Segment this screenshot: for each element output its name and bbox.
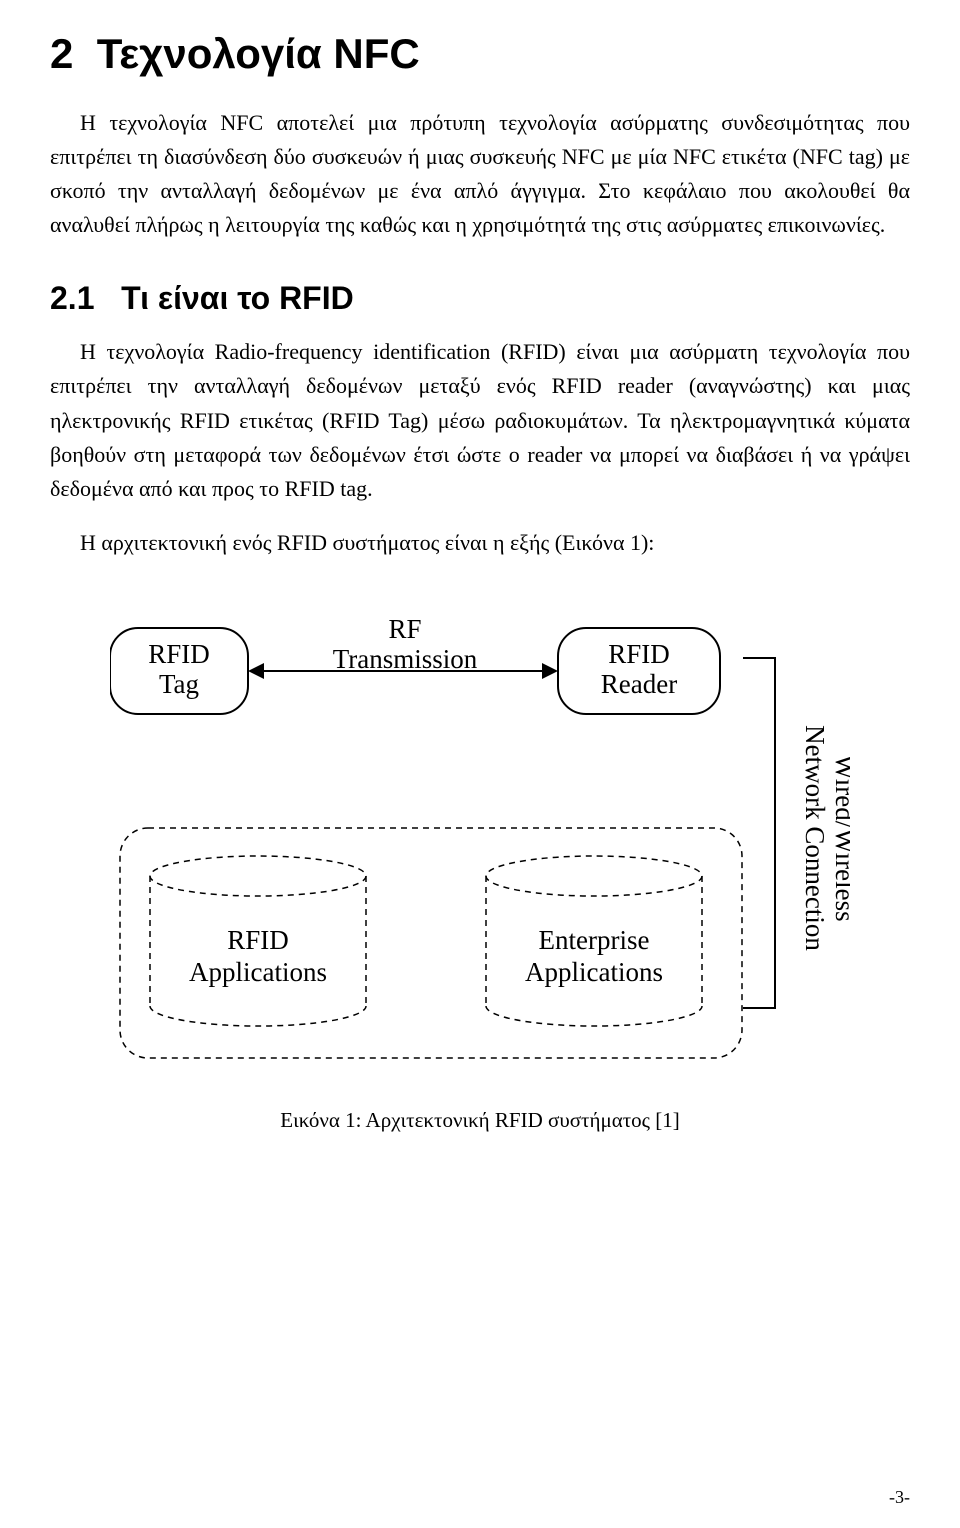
svg-text:Wired/Wireless: Wired/Wireless	[830, 754, 850, 921]
svg-text:Applications: Applications	[525, 957, 663, 987]
svg-text:Tag: Tag	[159, 669, 199, 699]
svg-text:RFID: RFID	[148, 639, 210, 669]
svg-text:Transmission: Transmission	[333, 644, 478, 674]
diagram-svg: RFIDTagRFTransmissionRFIDReaderRFIDAppli…	[110, 608, 850, 1078]
svg-text:Reader: Reader	[601, 669, 677, 699]
svg-text:Enterprise: Enterprise	[539, 925, 650, 955]
chapter-title: 2 Τεχνολογία NFC	[50, 30, 910, 78]
section-paragraph-2: Η αρχιτεκτονική ενός RFID συστήματος είν…	[50, 526, 910, 560]
figure-caption: Εικόνα 1: Αρχιτεκτονική RFID συστήματος …	[50, 1108, 910, 1133]
intro-paragraph: Η τεχνολογία NFC αποτελεί μια πρότυπη τε…	[50, 106, 910, 242]
rfid-architecture-diagram: RFIDTagRFTransmissionRFIDReaderRFIDAppli…	[110, 608, 850, 1078]
section-paragraph-1: Η τεχνολογία Radio-frequency identificat…	[50, 335, 910, 505]
section-title-text: Τι είναι το RFID	[121, 280, 354, 316]
chapter-number: 2	[50, 30, 73, 77]
svg-text:Applications: Applications	[189, 957, 327, 987]
section-title: 2.1 Τι είναι το RFID	[50, 280, 910, 317]
svg-text:RFID: RFID	[608, 639, 670, 669]
page-number: -3-	[889, 1487, 910, 1508]
svg-text:RFID: RFID	[227, 925, 289, 955]
chapter-title-text: Τεχνολογία NFC	[97, 30, 420, 77]
section-number: 2.1	[50, 280, 94, 316]
svg-text:Network Connection: Network Connection	[800, 725, 830, 951]
svg-text:RF: RF	[388, 614, 421, 644]
